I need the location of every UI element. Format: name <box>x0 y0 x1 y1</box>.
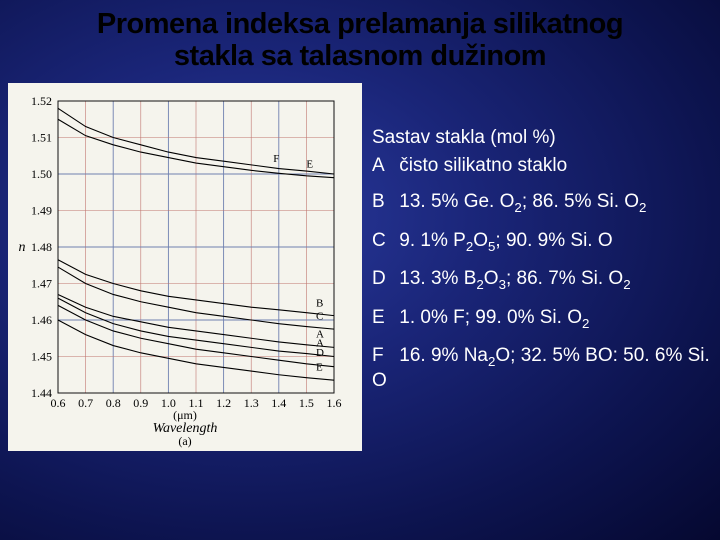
svg-text:1.48: 1.48 <box>31 240 52 254</box>
legend-panel: Sastav stakla (mol %) A čisto silikatno … <box>362 79 720 451</box>
svg-text:B: B <box>316 298 323 310</box>
legend-item: F 16. 9% Na2O; 32. 5% BO: 50. 6% Si. O <box>372 345 720 392</box>
legend-item: E 1. 0% F; 99. 0% Si. O2 <box>372 307 720 331</box>
legend-item: B 13. 5% Ge. O2; 86. 5% Si. O2 <box>372 191 720 215</box>
panel-marker: (a) <box>8 434 362 449</box>
svg-text:F: F <box>273 153 279 165</box>
legend-item: A čisto silikatno staklo <box>372 155 720 177</box>
legend-item: D 13. 3% B2O3; 86. 7% Si. O2 <box>372 268 720 292</box>
legend-item: C 9. 1% P2O5; 90. 9% Si. O <box>372 230 720 254</box>
svg-text:C: C <box>316 310 323 322</box>
svg-text:1.52: 1.52 <box>31 94 52 108</box>
legend-heading: Sastav stakla (mol %) <box>372 127 720 149</box>
svg-text:1.51: 1.51 <box>31 130 52 144</box>
svg-text:1.50: 1.50 <box>31 167 52 181</box>
svg-text:D: D <box>316 347 324 359</box>
svg-text:n: n <box>19 240 26 255</box>
content-row: 0.60.70.80.91.01.11.21.31.41.51.61.441.4… <box>0 79 720 451</box>
svg-text:E: E <box>306 158 313 170</box>
slide-title: Promena indeksa prelamanja silikatnog st… <box>0 0 720 79</box>
svg-text:1.45: 1.45 <box>31 349 52 363</box>
svg-text:1.47: 1.47 <box>31 276 52 290</box>
svg-text:E: E <box>316 361 323 373</box>
refractive-index-chart: 0.60.70.80.91.01.11.21.31.41.51.61.441.4… <box>8 83 362 423</box>
svg-text:1.44: 1.44 <box>31 386 52 400</box>
svg-text:1.49: 1.49 <box>31 203 52 217</box>
svg-text:1.46: 1.46 <box>31 313 52 327</box>
chart-panel: 0.60.70.80.91.01.11.21.31.41.51.61.441.4… <box>8 83 362 451</box>
